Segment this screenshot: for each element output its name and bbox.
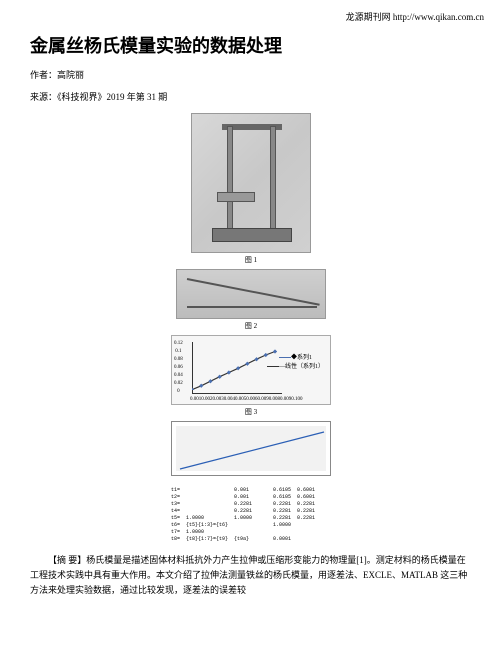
figure-3-plotline (192, 346, 277, 390)
abstract-text: 【摘 要】杨氏模量是描述固体材料抵抗外力产生拉伸或压缩形变能力的物理量[1]。测… (30, 553, 472, 599)
source-line: 来源：《科技视界》2019 年第 31 期 (30, 90, 472, 104)
figure-4 (171, 421, 331, 476)
figure-3-legend: ◆系列1 —线性（系列1） (267, 354, 324, 372)
figure-4-chart (171, 421, 331, 476)
figure-3-chart: 0.12 0.1 0.08 0.06 0.04 0.02 0 0.0010.00… (171, 335, 331, 405)
figure-2-image (176, 269, 326, 319)
figure-3-xticks: 0.0010.0020.0030.0040.0050.0060.0090.008… (190, 397, 303, 402)
figure-1-caption: 图 1 (191, 255, 311, 265)
site-link: 龙源期刊网 http://www.qikan.com.cn (346, 10, 484, 23)
figure-3: 0.12 0.1 0.08 0.06 0.04 0.02 0 0.0010.00… (171, 335, 331, 421)
figure-2-caption: 图 2 (176, 321, 326, 331)
page-content: 金属丝杨氏模量实验的数据处理 作者：高院丽 来源：《科技视界》2019 年第 3… (0, 0, 502, 599)
author-line: 作者：高院丽 (30, 68, 472, 82)
figure-2: 图 2 (176, 269, 326, 335)
figure-1-image (191, 113, 311, 253)
article-title: 金属丝杨氏模量实验的数据处理 (30, 32, 472, 58)
figure-1: 图 1 (191, 113, 311, 269)
figure-3-caption: 图 3 (171, 407, 331, 417)
figure-5-table: t1= 0.001 0.6105 0.6001 t2= 0.001 0.6105… (171, 487, 331, 543)
figure-3-yticks: 0.12 0.1 0.08 0.06 0.04 0.02 0 (174, 340, 183, 396)
figures-column: 图 1 图 2 0.12 0.1 0.08 0.06 0.04 0.02 (30, 113, 472, 543)
